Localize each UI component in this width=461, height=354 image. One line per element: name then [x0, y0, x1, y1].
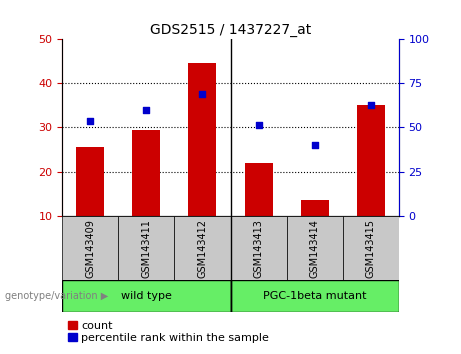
Bar [118, 216, 174, 280]
Title: GDS2515 / 1437227_at: GDS2515 / 1437227_at [150, 23, 311, 36]
Text: GSM143412: GSM143412 [197, 219, 207, 278]
Bar [189, 63, 217, 216]
Point [199, 91, 206, 97]
Text: GSM143415: GSM143415 [366, 219, 376, 278]
Text: wild type: wild type [121, 291, 172, 301]
Bar [230, 280, 399, 312]
Bar [132, 130, 160, 216]
Text: GSM143413: GSM143413 [254, 219, 264, 278]
Point [311, 142, 318, 148]
Point [255, 122, 262, 128]
Text: GSM143411: GSM143411 [142, 219, 151, 278]
Legend: count, percentile rank within the sample: count, percentile rank within the sample [68, 321, 269, 343]
Text: genotype/variation ▶: genotype/variation ▶ [5, 291, 108, 301]
Text: GSM143414: GSM143414 [310, 219, 319, 278]
Bar [343, 216, 399, 280]
Bar [230, 216, 287, 280]
Point [142, 107, 150, 113]
Bar [244, 163, 272, 216]
Bar [62, 280, 230, 312]
Bar [62, 216, 118, 280]
Point [367, 103, 374, 108]
Bar [301, 200, 329, 216]
Point [87, 118, 94, 124]
Bar [76, 147, 104, 216]
Bar [174, 216, 230, 280]
Text: PGC-1beta mutant: PGC-1beta mutant [263, 291, 366, 301]
Bar [357, 105, 385, 216]
Bar [287, 216, 343, 280]
Text: GSM143409: GSM143409 [85, 219, 95, 278]
